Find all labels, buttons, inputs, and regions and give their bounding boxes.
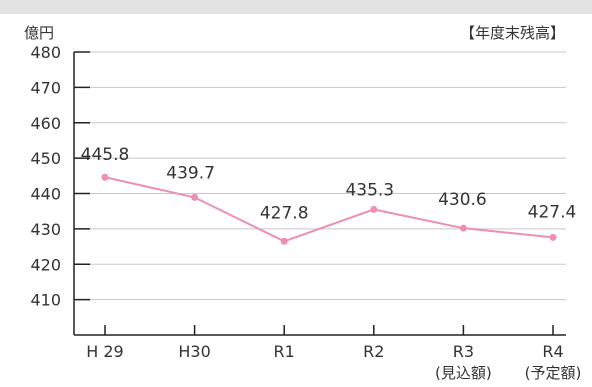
- data-point-0: [101, 173, 109, 181]
- gridlines: [74, 51, 566, 301]
- data-points: [101, 173, 557, 245]
- y-tick-label-410: 410: [30, 291, 61, 310]
- y-tick-label-430: 430: [30, 220, 61, 239]
- data-label-5: 427.4: [528, 202, 577, 222]
- data-point-5: [549, 233, 557, 241]
- y-unit-label: 億円: [24, 24, 54, 42]
- x-tick-label-0: H 29: [86, 342, 123, 361]
- y-tick-label-450: 450: [30, 149, 61, 168]
- x-tick-sublabel-5: (予定額): [525, 364, 582, 382]
- x-tick-sublabel-4: (見込額): [435, 364, 492, 382]
- series-lines: [104, 176, 554, 243]
- x-tick-label-2: R1: [274, 342, 295, 361]
- x-tick-label-5: R4: [542, 342, 563, 361]
- y-tick-labels: 410 420 430 440 450 460 470 480: [30, 43, 61, 310]
- data-point-4: [459, 224, 467, 232]
- data-point-1: [191, 193, 199, 201]
- y-tick-label-440: 440: [30, 185, 61, 204]
- data-labels: 445.8 439.7 427.8 435.3 430.6 427.4: [81, 145, 577, 223]
- data-label-4: 430.6: [438, 190, 487, 210]
- chart-note: 【年度末残高】: [460, 24, 565, 42]
- y-tick-label-460: 460: [30, 114, 61, 133]
- data-point-3: [370, 205, 378, 213]
- header-band: [0, 0, 592, 14]
- y-tick-label-480: 480: [30, 43, 61, 62]
- y-tick-label-470: 470: [30, 78, 61, 97]
- data-label-1: 439.7: [166, 163, 215, 183]
- data-label-0: 445.8: [81, 145, 130, 165]
- data-point-2: [280, 237, 288, 245]
- data-label-2: 427.8: [260, 203, 309, 223]
- x-tick-label-4: R3: [453, 342, 474, 361]
- axes: [73, 51, 566, 336]
- data-label-3: 435.3: [345, 180, 394, 200]
- x-tick-label-3: R2: [363, 342, 384, 361]
- series-line-0: [104, 176, 554, 243]
- y-tick-label-420: 420: [30, 255, 61, 274]
- x-tick-label-1: H30: [178, 342, 210, 361]
- x-tick-labels: H 29 H30 R1 R2 R3 (見込額) R4 (予定額): [86, 342, 581, 382]
